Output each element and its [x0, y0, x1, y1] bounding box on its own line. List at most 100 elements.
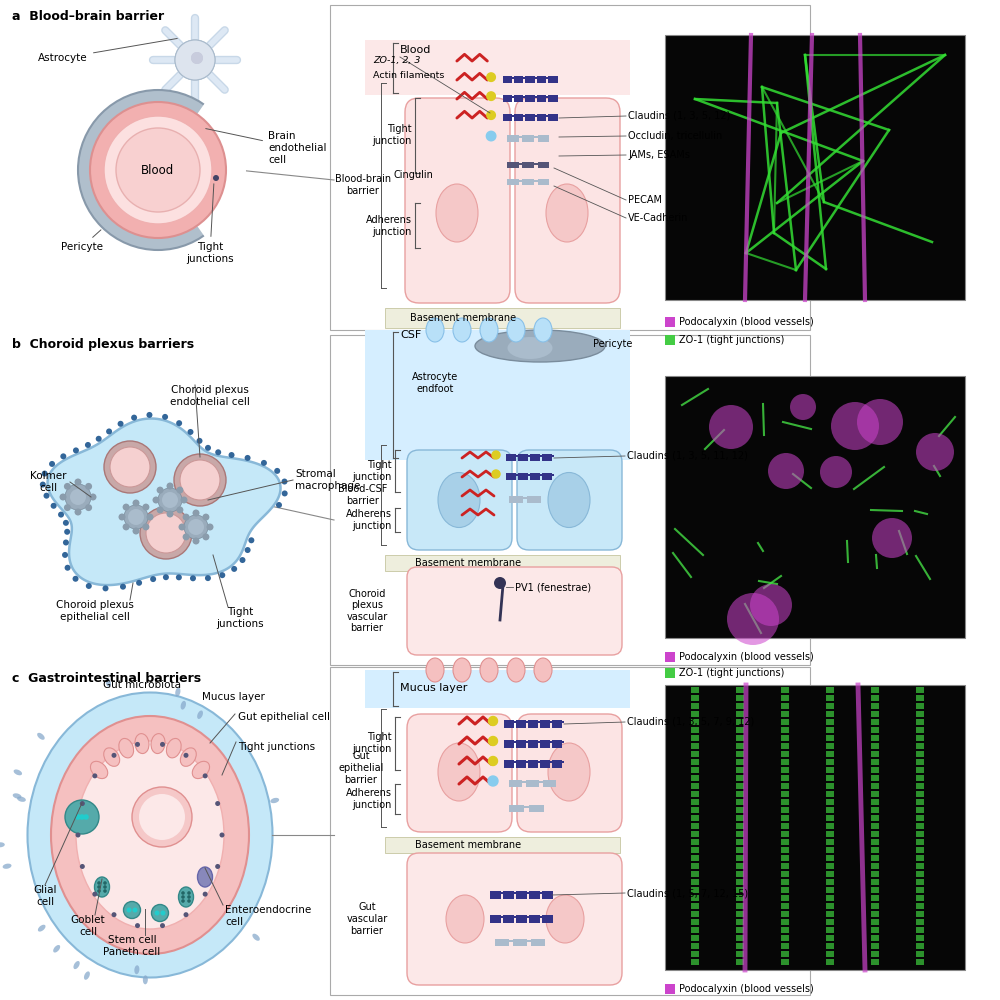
Bar [736, 687, 744, 693]
Bar [826, 775, 834, 781]
Bar [781, 951, 789, 957]
Bar [506, 474, 554, 476]
Bar [509, 781, 556, 783]
Bar [528, 740, 538, 748]
Ellipse shape [14, 769, 22, 775]
Bar [871, 695, 879, 701]
Circle shape [92, 892, 97, 897]
Bar [537, 95, 546, 102]
Bar [516, 760, 526, 768]
Bar [781, 847, 789, 853]
Bar [826, 815, 834, 821]
Bar [691, 727, 699, 733]
Bar [543, 780, 556, 787]
Bar [365, 40, 630, 95]
Ellipse shape [175, 688, 180, 696]
Bar [916, 695, 924, 701]
Bar [503, 96, 558, 98]
Circle shape [282, 490, 288, 496]
Text: Kolmer
cell: Kolmer cell [30, 471, 66, 493]
Bar [916, 775, 924, 781]
Bar [916, 759, 924, 765]
Circle shape [152, 496, 160, 504]
Circle shape [73, 447, 79, 453]
Circle shape [139, 794, 185, 840]
Bar [826, 839, 834, 845]
Bar [826, 943, 834, 949]
Bar [537, 76, 546, 83]
Bar [826, 951, 834, 957]
Bar [916, 919, 924, 925]
Bar [871, 831, 879, 837]
Bar [871, 711, 879, 717]
Ellipse shape [37, 733, 45, 740]
Text: Tight junctions: Tight junctions [238, 742, 315, 752]
Bar [871, 959, 879, 965]
Circle shape [158, 488, 182, 512]
Circle shape [131, 415, 137, 421]
Text: Goblet
cell: Goblet cell [71, 915, 105, 937]
Circle shape [231, 566, 237, 572]
Bar [916, 895, 924, 901]
Bar [522, 135, 534, 142]
Circle shape [220, 832, 224, 838]
Circle shape [76, 832, 80, 838]
Text: Adherens
junction: Adherens junction [366, 215, 412, 237]
Circle shape [58, 512, 64, 518]
Bar [330, 667, 810, 995]
Circle shape [176, 574, 182, 580]
Bar [871, 911, 879, 917]
Ellipse shape [38, 925, 46, 932]
Bar [736, 711, 744, 717]
Bar [916, 863, 924, 869]
Circle shape [142, 504, 149, 511]
Ellipse shape [548, 743, 590, 801]
Bar [916, 951, 924, 957]
Polygon shape [48, 419, 281, 585]
Bar [529, 805, 544, 812]
Ellipse shape [76, 741, 224, 929]
Bar [503, 77, 558, 79]
Bar [503, 891, 514, 899]
Bar [736, 887, 744, 893]
Ellipse shape [17, 796, 26, 802]
Circle shape [187, 429, 193, 435]
Circle shape [174, 454, 226, 506]
Bar [826, 759, 834, 765]
Circle shape [65, 484, 91, 510]
Text: Pericyte: Pericyte [61, 230, 103, 252]
Circle shape [181, 899, 185, 903]
Bar [691, 759, 699, 765]
Bar [530, 454, 540, 461]
Bar [736, 871, 744, 877]
Circle shape [83, 814, 89, 820]
Bar [781, 855, 789, 861]
Bar [781, 767, 789, 773]
Bar [503, 915, 514, 923]
Bar [665, 685, 965, 970]
Circle shape [74, 479, 82, 486]
Bar [826, 879, 834, 885]
Circle shape [103, 585, 109, 591]
Bar [691, 847, 699, 853]
Ellipse shape [480, 658, 498, 682]
Text: Actin filaments: Actin filaments [373, 70, 444, 80]
Bar [503, 76, 512, 83]
Bar [781, 895, 789, 901]
Circle shape [184, 753, 188, 758]
Bar [691, 767, 699, 773]
Circle shape [219, 572, 225, 578]
Bar [691, 863, 699, 869]
Circle shape [261, 460, 267, 466]
Circle shape [215, 449, 221, 455]
Text: Gut
epithelial
barrier: Gut epithelial barrier [338, 751, 384, 785]
Text: b  Choroid plexus barriers: b Choroid plexus barriers [12, 338, 194, 351]
Bar [691, 959, 699, 965]
Circle shape [78, 90, 238, 250]
Circle shape [162, 414, 168, 420]
Bar [826, 887, 834, 893]
Bar [509, 805, 524, 812]
Circle shape [116, 128, 200, 212]
Bar [826, 895, 834, 901]
Bar [504, 761, 564, 763]
